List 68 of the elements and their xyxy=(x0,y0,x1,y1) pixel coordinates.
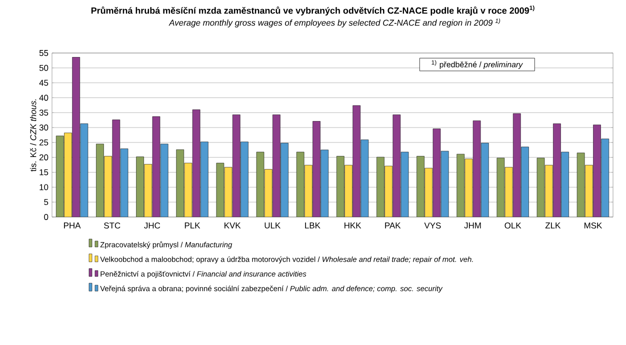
y-axis-title: tis. Kč / CZK thous. xyxy=(30,99,36,172)
bar xyxy=(312,121,320,217)
bar xyxy=(544,164,553,217)
bar xyxy=(96,144,104,217)
y-tick-label: 10 xyxy=(40,184,48,190)
bar xyxy=(104,156,112,217)
x-tick-label: HKK xyxy=(344,222,362,228)
y-tick-label: 15 xyxy=(40,169,48,176)
bar xyxy=(240,142,248,217)
chart-title: Průměrná hrubá měsíční mzda zaměstnanců ve vybraných odvětvích CZ-NACE podle krajů v roce 2009$^{1)}$ xyxy=(91,6,534,16)
bar xyxy=(160,144,168,217)
bar xyxy=(376,156,384,217)
x-tick-label: STC xyxy=(104,222,120,229)
bar xyxy=(392,114,401,217)
bar xyxy=(440,150,449,217)
bar xyxy=(232,114,240,217)
bar xyxy=(136,156,144,217)
bar xyxy=(352,105,360,217)
bar xyxy=(481,142,489,217)
bar xyxy=(200,142,208,217)
bar xyxy=(336,156,344,217)
y-tick-label: 55 xyxy=(39,50,48,56)
x-tick-label: LBK xyxy=(305,222,320,228)
bar xyxy=(176,149,184,217)
bar xyxy=(512,113,521,217)
x-tick-label: PAK xyxy=(385,222,401,228)
bar xyxy=(264,169,272,217)
x-tick-label: PLK xyxy=(184,222,200,228)
bar xyxy=(576,152,585,217)
y-tick-label: 50 xyxy=(39,64,48,71)
bar xyxy=(304,164,312,217)
bar xyxy=(553,124,561,217)
y-tick-label: 20 xyxy=(39,154,48,160)
bar xyxy=(56,136,64,217)
x-tick-label: ZLK xyxy=(545,222,561,228)
bar xyxy=(72,57,80,217)
bar xyxy=(384,166,392,217)
x-tick-label: JHM xyxy=(464,222,481,228)
bar xyxy=(112,120,120,217)
x-tick-label: ULK xyxy=(264,222,281,228)
x-tick-label: JHC xyxy=(144,222,160,229)
bar xyxy=(320,150,329,217)
y-tick-label: 25 xyxy=(39,139,48,146)
x-tick-label: OLK xyxy=(504,222,522,229)
y-tick-label: 45 xyxy=(39,80,48,86)
bar xyxy=(456,154,465,217)
y-tick-label: 5 xyxy=(44,199,48,206)
bar xyxy=(144,164,152,217)
y-tick-label: 0 xyxy=(44,214,48,220)
y-tick-label: 30 xyxy=(39,124,48,131)
bar xyxy=(593,124,601,217)
bar xyxy=(424,168,433,217)
x-tick-label: PHA xyxy=(64,222,81,228)
x-tick-label: MSK xyxy=(584,222,602,229)
chart-subtitle: Average monthly gross wages of employees by selected CZ-NACE and region in 2009 $^{1)}$ xyxy=(168,18,500,28)
bar xyxy=(521,146,529,217)
bar xyxy=(344,164,352,217)
bar xyxy=(64,132,72,217)
bar xyxy=(272,114,280,217)
y-tick-label: 40 xyxy=(39,94,48,101)
bar xyxy=(601,138,610,217)
x-tick-label: VYS xyxy=(424,222,441,229)
bar xyxy=(561,152,569,217)
bar xyxy=(280,142,288,217)
x-tick-label: KVK xyxy=(224,222,241,228)
y-tick-label: 35 xyxy=(39,110,48,116)
bar xyxy=(585,164,593,217)
bar xyxy=(416,156,424,217)
